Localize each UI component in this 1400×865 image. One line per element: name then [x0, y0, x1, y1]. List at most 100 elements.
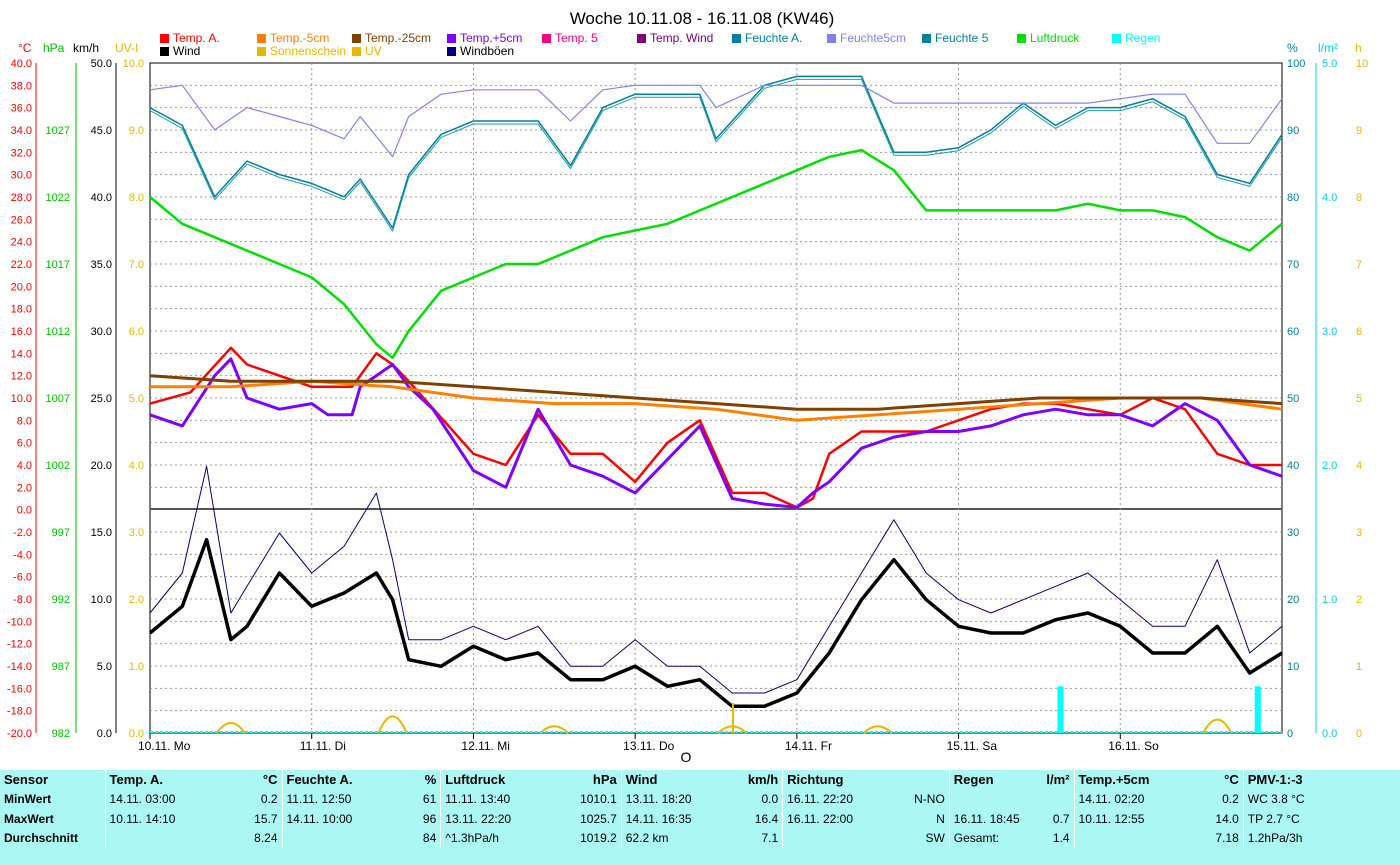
pressure-line: [149, 148, 1283, 360]
legend-label: Temp.-5cm: [270, 31, 330, 45]
wind-tick-label: 45.0: [91, 125, 112, 137]
legend-item: Temp. A.: [160, 31, 220, 45]
stats-cell: [910, 770, 949, 790]
temp-tick-label: 30.0: [11, 170, 32, 182]
legend-label: Temp. Wind: [650, 31, 714, 45]
wind-tick-label: 35.0: [91, 259, 112, 271]
temp-tick-label: -12.0: [7, 639, 32, 651]
legend-label: UV: [365, 44, 382, 58]
legend-swatch: [922, 34, 931, 43]
temp-tick-label: 16.0: [11, 326, 32, 338]
temp-tick-label: 22.0: [11, 259, 32, 271]
legend-item: Feuchte5cm: [827, 31, 906, 45]
x-tick-label: 10.11. Mo: [138, 739, 191, 753]
stats-cell: 7.1: [761, 831, 779, 846]
stats-cell: 0.7: [1052, 811, 1070, 826]
rain-tick-label: 5.0: [1322, 58, 1337, 70]
stats-cell: 8.24: [254, 831, 278, 846]
stats-cell: MinWert: [4, 792, 52, 807]
sun-bump: [539, 725, 569, 734]
temp_a-line: [149, 346, 1282, 509]
legend-swatch: [732, 34, 741, 43]
humidity-axis-label: %: [1287, 41, 1298, 55]
x-marker: O: [681, 749, 692, 765]
stats-cell: 1.2hPa/3h: [1242, 828, 1400, 848]
humidity-tick-label: 50: [1287, 393, 1299, 405]
stats-cell: 84: [422, 831, 437, 846]
stats-cell: SW: [925, 831, 945, 846]
stats-cell: Gesamt:: [948, 828, 1043, 848]
temp-tick-label: 40.0: [11, 58, 32, 70]
legend-label: Sonnenschein: [270, 44, 347, 58]
stats-cell: 11.11. 12:50: [281, 789, 415, 809]
humidity-tick-label: 70: [1287, 259, 1299, 271]
stats-cell: 14.11. 02:20: [1073, 789, 1212, 809]
stats-cell: ^1.3hPa/h: [440, 828, 577, 848]
stats-cell: 16.11. 22:20: [782, 789, 911, 809]
humidity-tick-label: 30: [1287, 527, 1299, 539]
legend-item: Regen: [1112, 31, 1160, 45]
stats-cell: Temp.+5cm: [1073, 770, 1212, 790]
stats-cell: TP 2.7 °C: [1242, 809, 1400, 829]
rain-tick-label: 0.0: [1322, 728, 1337, 740]
temp-tick-label: -14.0: [7, 661, 32, 673]
stats-cell: 61: [422, 792, 437, 807]
pressure-tick-label: 997: [52, 527, 70, 539]
stats-panel: Sensor Temp. A. °C Feuchte A.% Luftdruck hPa W…: [0, 770, 1400, 865]
humidity-tick-label: 40: [1287, 460, 1299, 472]
stats-cell: 0.0: [761, 792, 779, 807]
temp-tick-label: -6.0: [13, 572, 32, 584]
stats-cell: °C: [1224, 772, 1239, 788]
series-layer: [148, 75, 1283, 734]
x-tick-label: 11.11. Di: [300, 739, 346, 753]
x-tick-label: 16.11. So: [1108, 739, 1159, 753]
temp-tick-label: -16.0: [7, 683, 32, 695]
temp-tick-label: 34.0: [11, 125, 32, 137]
sun-tick-label: 2: [1356, 594, 1362, 606]
pressure-tick-label: 1027: [46, 125, 70, 137]
x-tick-label: 12.11. Mi: [461, 739, 509, 753]
temp-tick-label: 26.0: [11, 214, 32, 226]
legend-label: Feuchte A.: [745, 31, 803, 45]
temp-tick-label: 12.0: [11, 371, 32, 383]
stats-cell: 0.2: [260, 792, 278, 807]
legend-label: Temp.-25cm: [365, 31, 432, 45]
humidity-tick-label: 10: [1287, 661, 1299, 673]
stats-row: MinWert 14.11. 03:00 0.2 11.11. 12:50 61 11.1…: [0, 789, 1400, 809]
sun-bump: [1202, 718, 1233, 734]
uv-tick-label: 8.0: [129, 192, 144, 204]
legend-item: Temp.-5cm: [257, 31, 329, 45]
stats-cell: Regen: [948, 770, 1043, 790]
temp-tick-label: -4.0: [13, 549, 32, 561]
sun-tick-label: 0: [1356, 728, 1362, 740]
rain-tick-label: 4.0: [1322, 192, 1337, 204]
legend-label: Temp. A.: [173, 31, 220, 45]
stats-cell: 7.18: [1215, 831, 1239, 846]
wind-tick-label: 15.0: [91, 527, 112, 539]
sun-axis-label: h: [1355, 41, 1362, 55]
temp-tick-label: 36.0: [11, 103, 32, 115]
legend-label: Windböen: [460, 44, 515, 58]
rain-tick-label: 3.0: [1322, 326, 1337, 338]
stats-cell: 15.7: [254, 811, 278, 826]
wind-axis-label: km/h: [73, 41, 99, 55]
uv-tick-label: 10.0: [123, 58, 144, 70]
rain-bar: [1057, 686, 1064, 733]
wind-tick-label: 0.0: [97, 728, 112, 740]
temp-tick-label: -18.0: [7, 706, 32, 718]
gust-line: [149, 465, 1283, 694]
uv-tick-label: 2.0: [129, 594, 144, 606]
stats-row: MaxWert 10.11. 14:10 15.7 14.11. 10:00 96 13.…: [0, 809, 1400, 829]
temp-tick-label: 10.0: [11, 393, 32, 405]
legend-item: Feuchte 5: [922, 31, 988, 45]
stats-cell: 1019.2: [580, 831, 617, 846]
humidity-tick-label: 0: [1287, 728, 1293, 740]
legend-swatch: [447, 47, 456, 56]
temp-tick-label: 28.0: [11, 192, 32, 204]
stats-cell: PMV-1:-3: [1242, 770, 1400, 790]
stats-cell: l/m²: [1046, 772, 1070, 788]
legend-swatch: [257, 34, 266, 43]
stats-cell: [1073, 828, 1212, 848]
stats-cell: 10.11. 14:10: [104, 809, 251, 829]
x-tick-label: 13.11. Do: [623, 739, 674, 753]
